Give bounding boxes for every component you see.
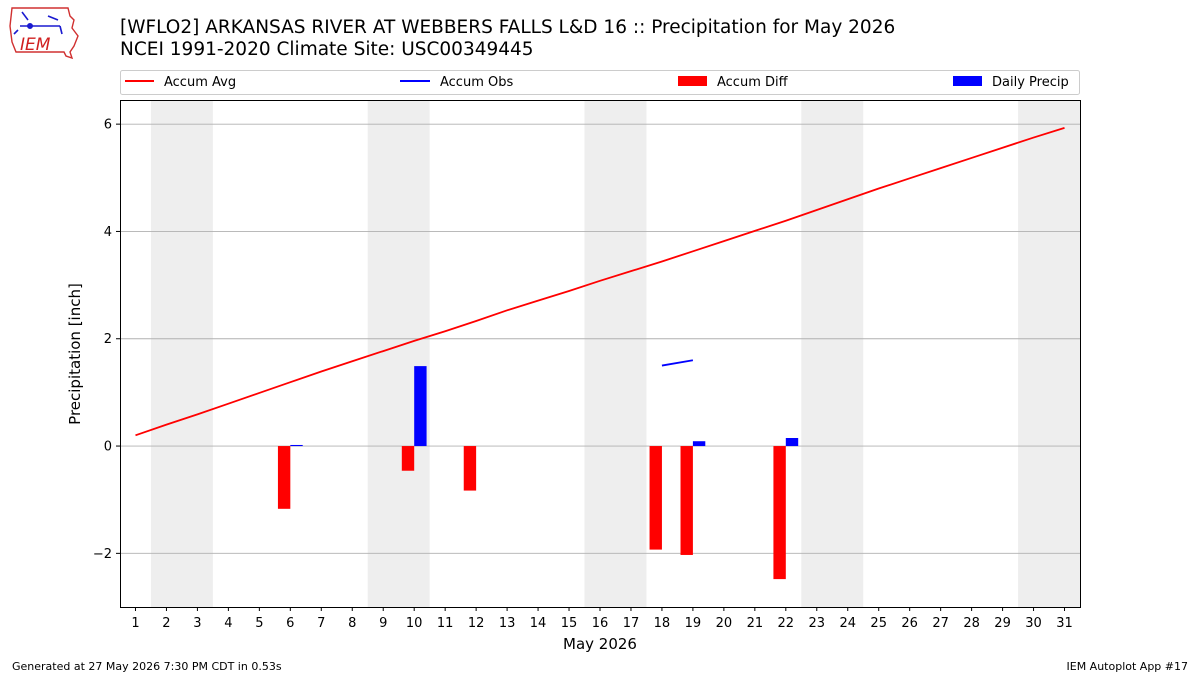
legend-label-accum-avg: Accum Avg bbox=[164, 75, 236, 90]
x-tick-label-10: 10 bbox=[406, 616, 423, 631]
daily-precip-bar-day-19 bbox=[692, 441, 706, 447]
logo-text: IEM bbox=[20, 35, 51, 55]
chart-subtitle: NCEI 1991-2020 Climate Site: USC00349445 bbox=[120, 39, 534, 60]
legend: Accum Avg Accum Obs Accum Diff Daily Pre… bbox=[120, 70, 1080, 95]
x-tick-label-4: 4 bbox=[224, 616, 232, 631]
legend-label-accum-diff: Accum Diff bbox=[717, 75, 789, 90]
x-tick-label-16: 16 bbox=[592, 616, 609, 631]
x-tick-label-17: 17 bbox=[623, 616, 640, 631]
accum-avg-line bbox=[135, 127, 1065, 437]
x-tick-label-13: 13 bbox=[499, 616, 516, 631]
x-tick-label-14: 14 bbox=[530, 616, 547, 631]
legend-swatch-accum-diff bbox=[678, 76, 707, 86]
x-tick-label-18: 18 bbox=[654, 616, 671, 631]
x-tick-label-3: 3 bbox=[193, 616, 201, 631]
weekend-shading bbox=[150, 100, 1080, 607]
series-lines bbox=[135, 127, 1065, 437]
legend-label-daily-precip: Daily Precip bbox=[992, 75, 1069, 90]
x-tick-label-15: 15 bbox=[561, 616, 578, 631]
accum-diff-bar-day-12 bbox=[463, 446, 477, 491]
accum-diff-bar-day-18 bbox=[649, 446, 662, 550]
x-tick-label-12: 12 bbox=[468, 616, 485, 631]
x-tick-label-21: 21 bbox=[747, 616, 764, 631]
x-tick-label-31: 31 bbox=[1056, 616, 1073, 631]
x-tick-label-29: 29 bbox=[994, 616, 1011, 631]
generated-timestamp: Generated at 27 May 2026 7:30 PM CDT in … bbox=[12, 660, 282, 673]
iem-logo: IEM bbox=[9, 7, 79, 60]
weekend-band-4 bbox=[801, 100, 864, 607]
x-tick-label-26: 26 bbox=[901, 616, 918, 631]
x-tick-label-1: 1 bbox=[131, 616, 139, 631]
x-tick-label-7: 7 bbox=[317, 616, 325, 631]
x-tick-label-11: 11 bbox=[437, 616, 454, 631]
y-tick-label-1: 0 bbox=[104, 440, 112, 455]
x-tick-label-28: 28 bbox=[963, 616, 980, 631]
x-tick-label-9: 9 bbox=[379, 616, 387, 631]
x-tick-label-19: 19 bbox=[685, 616, 702, 631]
x-tick-label-20: 20 bbox=[716, 616, 733, 631]
x-tick-label-23: 23 bbox=[809, 616, 826, 631]
x-tick-label-5: 5 bbox=[255, 616, 263, 631]
accum-diff-bar-day-22 bbox=[773, 446, 786, 580]
accum-obs-line bbox=[661, 359, 694, 367]
app-credit: IEM Autoplot App #17 bbox=[1066, 660, 1189, 673]
bars bbox=[277, 366, 799, 580]
y-tick-label-3: 4 bbox=[104, 225, 112, 240]
x-axis-label: May 2026 bbox=[563, 635, 637, 653]
legend-label-accum-obs: Accum Obs bbox=[440, 75, 513, 90]
y-tick-label-4: 6 bbox=[104, 118, 112, 133]
legend-frame bbox=[120, 70, 1080, 95]
x-tick-label-25: 25 bbox=[870, 616, 887, 631]
chart-title: [WFLO2] ARKANSAS RIVER AT WEBBERS FALLS … bbox=[120, 17, 896, 38]
x-tick-label-24: 24 bbox=[839, 616, 856, 631]
weekend-band-5 bbox=[1018, 100, 1080, 607]
x-tick-label-8: 8 bbox=[348, 616, 356, 631]
y-tick-label-0: −2 bbox=[93, 547, 112, 562]
y-tick-label-2: 2 bbox=[104, 332, 112, 347]
daily-precip-bar-day-6 bbox=[290, 444, 303, 447]
y-axis-label: Precipitation [inch] bbox=[66, 283, 84, 425]
legend-swatch-daily-precip bbox=[953, 76, 982, 86]
weekend-band-1 bbox=[150, 100, 213, 607]
x-tick-label-30: 30 bbox=[1025, 616, 1042, 631]
x-tick-label-6: 6 bbox=[286, 616, 294, 631]
x-tick-label-2: 2 bbox=[162, 616, 170, 631]
daily-precip-bar-day-22 bbox=[785, 438, 799, 447]
accum-diff-bar-day-6 bbox=[277, 446, 291, 509]
accum-diff-bar-day-19 bbox=[680, 446, 693, 555]
accum-diff-bar-day-10 bbox=[401, 446, 415, 471]
x-tick-label-27: 27 bbox=[932, 616, 949, 631]
x-axis-ticks: 1 2 3 4 5 6 7 8 9 10 11 12 13 14 15 16 17 18 19 20 21 22 23 24 2… bbox=[131, 607, 1073, 631]
y-axis-ticks: −2 0 2 4 6 bbox=[93, 118, 120, 562]
weekend-band-3 bbox=[584, 100, 647, 607]
x-tick-label-22: 22 bbox=[778, 616, 795, 631]
grid-lines bbox=[120, 123, 1080, 554]
daily-precip-bar-day-10 bbox=[414, 366, 427, 447]
